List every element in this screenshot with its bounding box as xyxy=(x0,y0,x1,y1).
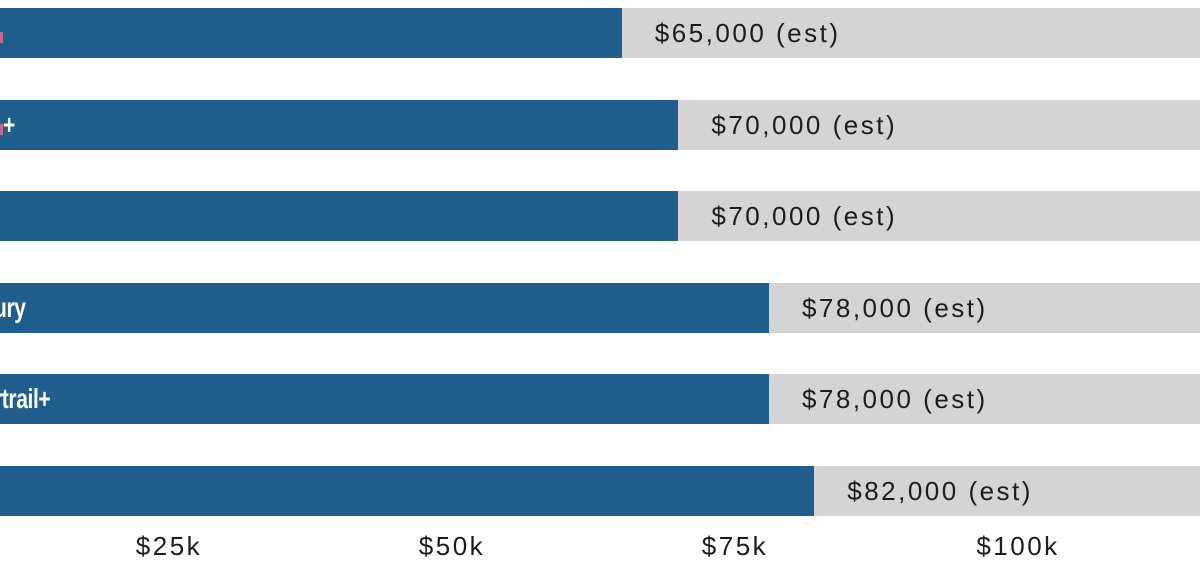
x-axis-tick-label: $100k xyxy=(976,531,1060,561)
bar-row: $65,000 (est) xyxy=(0,8,1200,58)
cut-glyph-sliver xyxy=(0,32,3,43)
bar-label: rtrail+ xyxy=(0,383,51,414)
bar-label: ury xyxy=(0,291,26,323)
bar: ury xyxy=(0,282,769,333)
x-axis: $25k $50k $75k $100k xyxy=(0,531,1200,563)
bar-row: $82,000 (est) xyxy=(0,465,1200,516)
bar: rtrail+ xyxy=(0,374,769,424)
cut-glyph-sliver xyxy=(0,123,3,135)
bar-row: + $70,000 (est) xyxy=(0,99,1200,150)
x-axis-tick-label: $25k xyxy=(135,531,203,561)
bar-value-label: $78,000 (est) xyxy=(801,384,988,414)
bar-value-label: $78,000 (est) xyxy=(801,292,988,323)
bar-row: ury $78,000 (est) xyxy=(0,282,1200,333)
x-axis-tick-label: $50k xyxy=(418,531,486,561)
bar: + xyxy=(0,99,679,150)
bar-row: rtrail+ $78,000 (est) xyxy=(0,374,1200,424)
bar xyxy=(0,465,815,516)
bar-value-label: $82,000 (est) xyxy=(847,475,1033,506)
bar xyxy=(0,8,622,58)
bar-value-label: $70,000 (est) xyxy=(711,201,898,231)
bar-value-label: $65,000 (est) xyxy=(654,18,841,48)
bar-row: $70,000 (est) xyxy=(0,191,1200,241)
bar xyxy=(0,191,679,241)
bar-value-label: $70,000 (est) xyxy=(711,109,898,140)
x-axis-tick-label: $75k xyxy=(701,531,769,561)
bar-label: + xyxy=(3,108,15,140)
